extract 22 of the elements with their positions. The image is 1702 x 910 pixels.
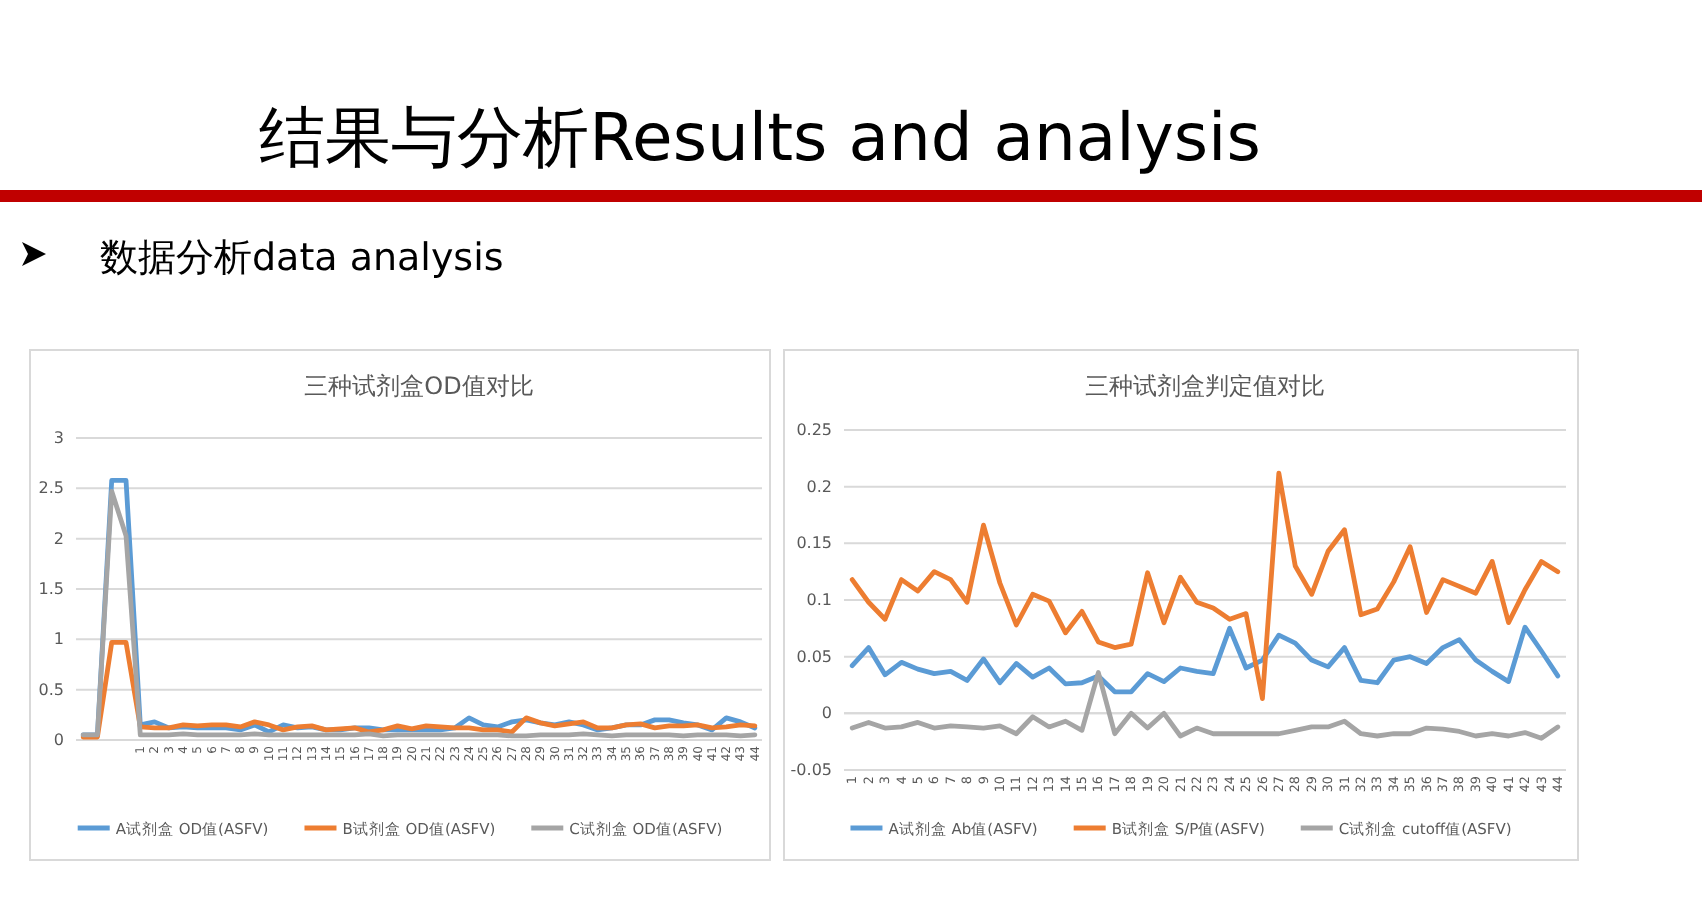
line-series [80, 639, 758, 740]
y-tick-label: 0.15 [796, 534, 832, 553]
line-series [849, 670, 1561, 741]
y-tick-label: -0.05 [790, 761, 832, 780]
y-tick-label: 0.05 [796, 647, 832, 666]
line-series [849, 470, 1561, 701]
line-series [849, 624, 1561, 695]
y-tick-label: 3 [53, 429, 64, 448]
y-tick-label: 0.1 [806, 591, 832, 610]
y-tick-label: 1 [53, 630, 64, 649]
y-tick-label: 0 [53, 731, 64, 750]
y-tick-label: 0.2 [806, 477, 832, 496]
y-tick-label: 0.25 [796, 421, 832, 440]
chart-title: 三种试剂盒判定值对比 [1085, 372, 1325, 400]
y-tick-label: 0.5 [38, 680, 64, 699]
y-tick-label: 2 [53, 529, 64, 548]
text: 数据分析data analysis [100, 236, 504, 280]
y-tick-label: 0 [821, 704, 832, 723]
text: 结果与分析Results and analysis [259, 98, 1261, 176]
y-tick-label: 2.5 [38, 479, 64, 498]
y-tick-label: 1.5 [38, 580, 64, 599]
chart-title: 三种试剂盒OD值对比 [304, 372, 534, 400]
